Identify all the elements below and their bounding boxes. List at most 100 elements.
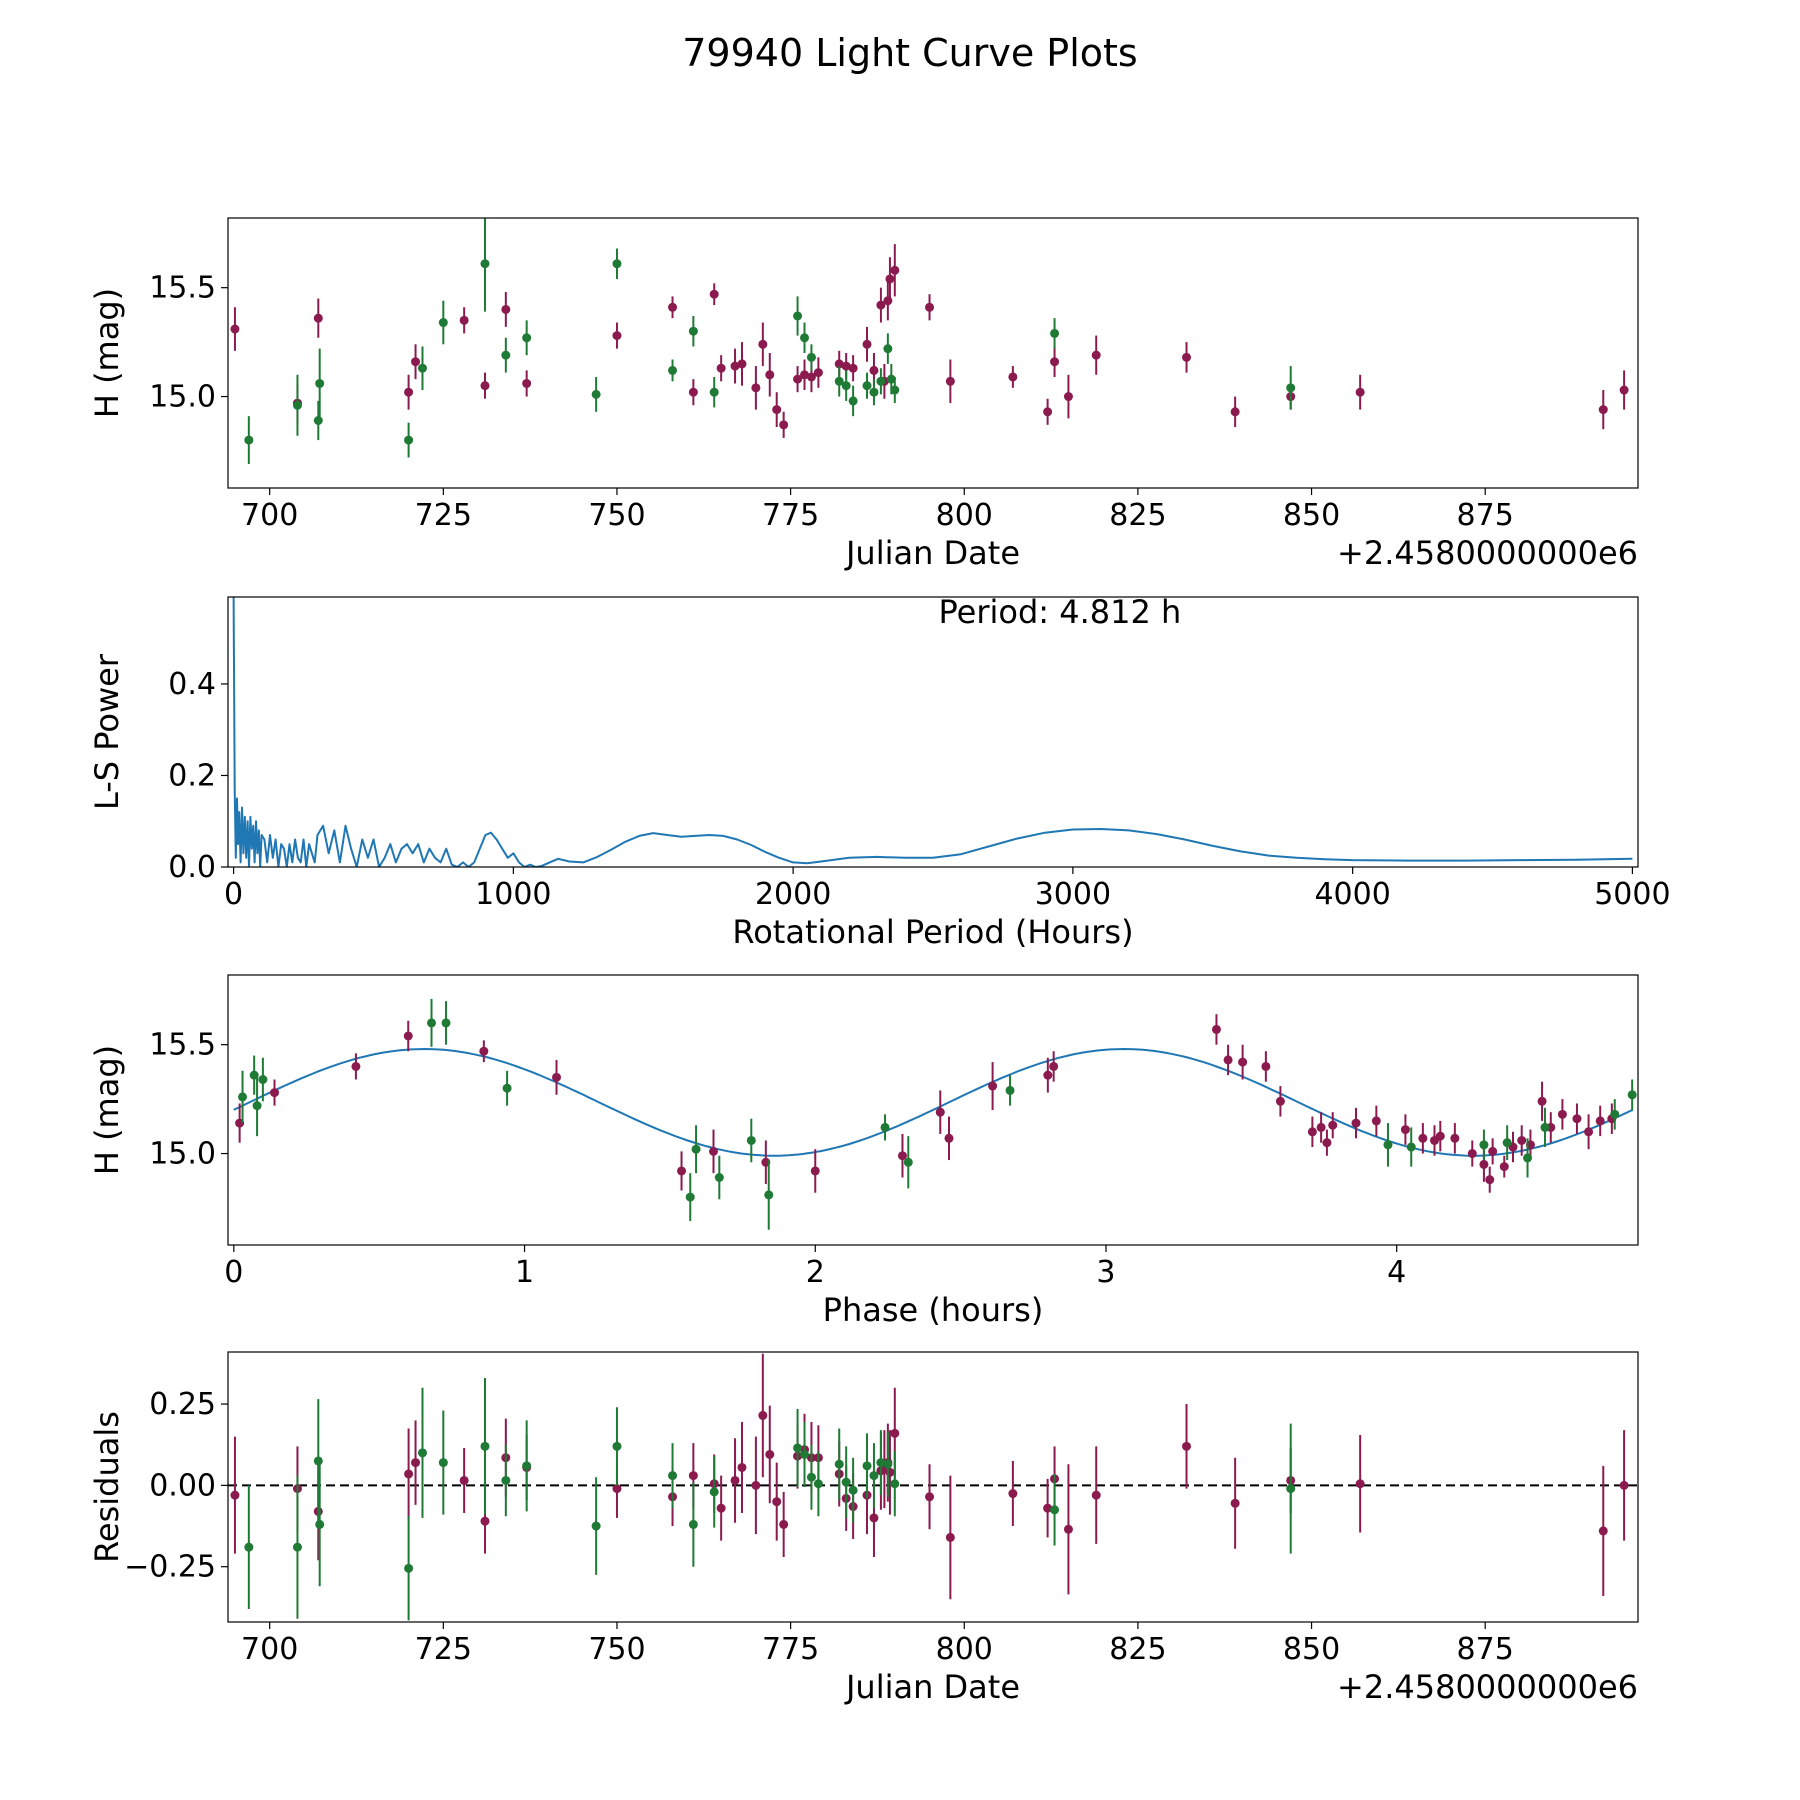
data-point bbox=[258, 1075, 268, 1085]
data-point bbox=[404, 1563, 414, 1573]
x-tick-label: 0 bbox=[224, 877, 243, 912]
data-point bbox=[1275, 1096, 1285, 1106]
maroon-series bbox=[230, 1353, 1629, 1600]
x-tick-label: 775 bbox=[762, 498, 819, 533]
data-point bbox=[709, 289, 719, 299]
maroon-series bbox=[235, 1014, 1617, 1193]
data-point bbox=[1043, 1070, 1053, 1080]
data-point bbox=[751, 1480, 761, 1490]
y-tick-label: −0.25 bbox=[124, 1550, 216, 1585]
data-point bbox=[677, 1166, 687, 1176]
data-point bbox=[522, 333, 532, 343]
data-point bbox=[714, 1173, 724, 1182]
data-point bbox=[1230, 407, 1240, 417]
x-tick-label: 1 bbox=[515, 1255, 534, 1290]
data-point bbox=[834, 376, 844, 386]
green-series bbox=[238, 998, 1637, 1230]
data-point bbox=[1619, 385, 1629, 395]
data-point bbox=[793, 374, 803, 384]
data-point bbox=[313, 1456, 323, 1466]
data-point bbox=[1230, 1498, 1240, 1508]
data-point bbox=[1450, 1133, 1460, 1143]
data-point bbox=[848, 1485, 858, 1495]
data-point bbox=[848, 363, 858, 373]
x-axis-label: Phase (hours) bbox=[823, 1291, 1044, 1329]
data-point bbox=[764, 1190, 774, 1200]
data-point bbox=[411, 357, 421, 367]
data-point bbox=[885, 1467, 895, 1477]
data-point bbox=[1050, 328, 1060, 338]
period-annotation: Period: 4.812 h bbox=[939, 593, 1182, 631]
data-point bbox=[876, 1458, 886, 1468]
data-point bbox=[315, 1519, 325, 1529]
data-point bbox=[404, 435, 414, 445]
data-point bbox=[806, 352, 816, 362]
x-tick-label: 2 bbox=[806, 1255, 825, 1290]
data-point bbox=[1619, 1480, 1629, 1490]
data-point bbox=[292, 400, 302, 410]
y-tick-label: 0.00 bbox=[149, 1468, 216, 1503]
y-tick-label: 15.0 bbox=[149, 1137, 216, 1172]
y-tick-label: 0.2 bbox=[168, 758, 216, 793]
data-point bbox=[404, 1469, 414, 1479]
data-point bbox=[1328, 1120, 1338, 1130]
data-point bbox=[1316, 1122, 1326, 1132]
data-point bbox=[730, 361, 740, 371]
data-point bbox=[668, 365, 678, 375]
data-point bbox=[1627, 1090, 1637, 1100]
data-point bbox=[935, 1107, 945, 1117]
power-curve bbox=[232, 597, 1633, 867]
data-point bbox=[1479, 1140, 1489, 1150]
data-point bbox=[862, 381, 872, 391]
x-tick-label: 3 bbox=[1096, 1255, 1115, 1290]
plot-frame bbox=[227, 217, 1639, 489]
data-point bbox=[230, 1490, 240, 1500]
data-point bbox=[1383, 1140, 1393, 1150]
data-point bbox=[813, 1479, 823, 1489]
data-point bbox=[480, 1516, 490, 1526]
data-point bbox=[806, 372, 816, 382]
data-point bbox=[1211, 1024, 1221, 1034]
data-point bbox=[270, 1088, 280, 1098]
data-point bbox=[925, 1492, 935, 1502]
data-point bbox=[1008, 372, 1018, 382]
x-tick-label: 750 bbox=[588, 498, 645, 533]
data-point bbox=[1488, 1146, 1498, 1156]
data-point bbox=[800, 333, 810, 343]
data-point bbox=[1467, 1149, 1477, 1159]
data-point bbox=[876, 300, 886, 310]
data-point bbox=[1049, 1061, 1059, 1071]
y-tick-label: 0.25 bbox=[149, 1387, 216, 1422]
data-point bbox=[1091, 1490, 1101, 1500]
data-point bbox=[883, 1459, 893, 1469]
data-point bbox=[691, 1144, 701, 1154]
data-point bbox=[1050, 357, 1060, 367]
y-axis-label: Residuals bbox=[88, 1411, 126, 1563]
data-point bbox=[404, 387, 414, 397]
data-point bbox=[403, 1031, 413, 1041]
data-point bbox=[1572, 1114, 1582, 1124]
y-tick-label: 15.0 bbox=[149, 380, 216, 415]
maroon-series bbox=[230, 244, 1629, 438]
x-tick-label: 4 bbox=[1387, 1255, 1406, 1290]
data-point bbox=[716, 363, 726, 373]
data-point bbox=[730, 1475, 740, 1485]
x-tick-label: 800 bbox=[936, 1632, 993, 1667]
data-point bbox=[1584, 1127, 1594, 1137]
data-point bbox=[668, 302, 678, 312]
data-point bbox=[1091, 350, 1101, 360]
data-point bbox=[244, 435, 254, 445]
data-point bbox=[552, 1072, 562, 1082]
data-point bbox=[1598, 1526, 1608, 1536]
data-point bbox=[522, 1461, 532, 1471]
data-point bbox=[427, 1018, 437, 1028]
data-point bbox=[1351, 1118, 1361, 1128]
data-point bbox=[591, 389, 601, 399]
x-tick-label: 725 bbox=[415, 498, 472, 533]
data-point bbox=[988, 1081, 998, 1091]
data-point bbox=[897, 1151, 907, 1161]
data-point bbox=[1223, 1055, 1233, 1065]
data-point bbox=[612, 331, 622, 341]
data-point bbox=[1517, 1135, 1527, 1145]
data-point bbox=[1355, 387, 1365, 397]
